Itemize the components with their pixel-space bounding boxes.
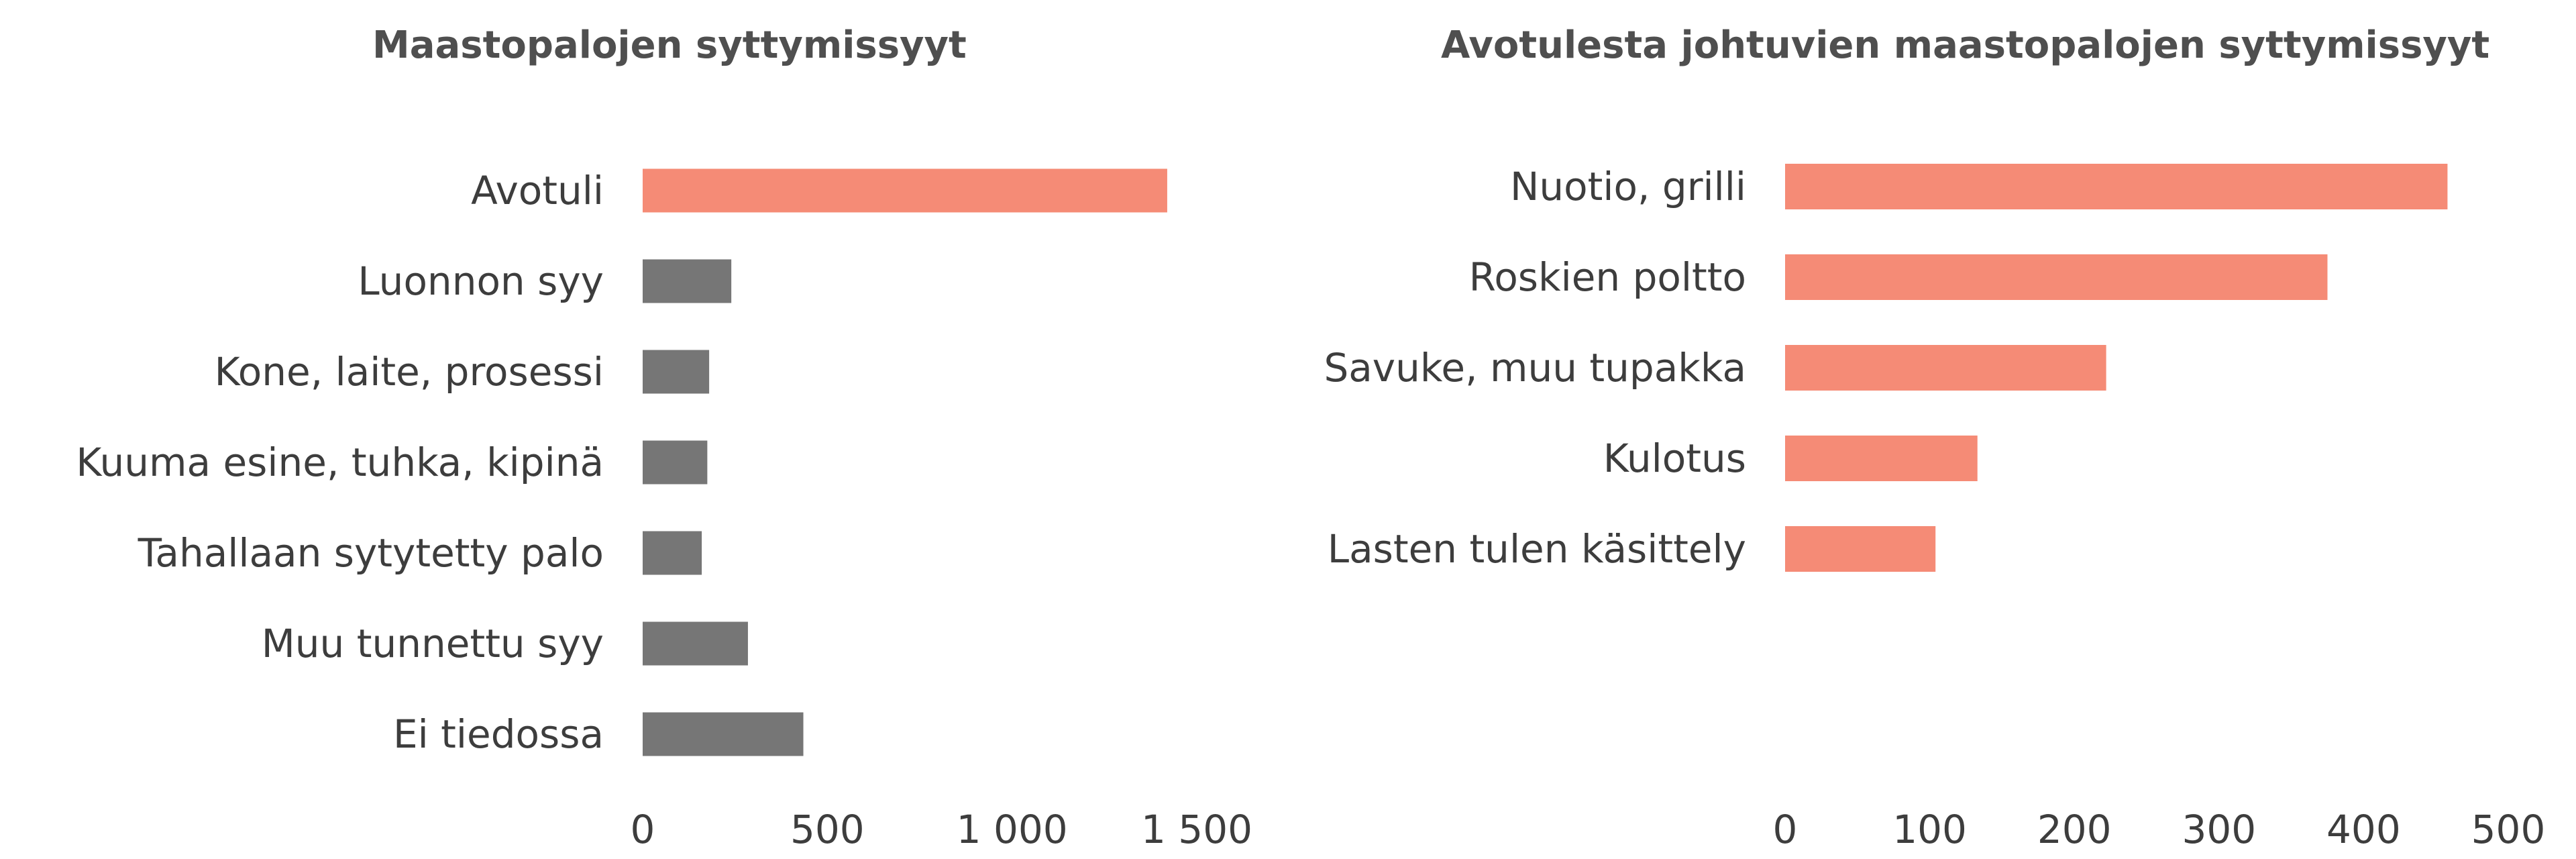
bar (1785, 345, 2106, 391)
x-tick-label: 400 (2326, 807, 2401, 852)
x-tick-label: 1 000 (957, 807, 1068, 852)
bar (1785, 254, 2328, 300)
category-label: Kulotus (1603, 436, 1746, 481)
x-tick-label: 100 (1892, 807, 1967, 852)
category-label: Luonnon syy (358, 258, 604, 304)
bar (643, 168, 1167, 213)
chart-causes-all: Maastopalojen syttymissyyt Avotuli Luonno… (76, 23, 1252, 852)
category-label: Avotuli (471, 168, 604, 213)
bar (643, 531, 702, 575)
x-tick-label: 200 (2037, 807, 2112, 852)
chart-causes-open-fire: Avotulesta johtuvien maastopalojen sytty… (1288, 0, 2576, 859)
chart-title: Avotulesta johtuvien maastopalojen sytty… (1441, 23, 2490, 67)
bar (643, 712, 804, 756)
category-label: Tahallaan sytytetty palo (138, 530, 604, 576)
x-tick-label: 0 (1773, 807, 1798, 852)
x-tick-label: 300 (2182, 807, 2256, 852)
x-tick-label: 1 500 (1141, 807, 1252, 852)
x-tick-label: 0 (631, 807, 655, 852)
category-label: Kuuma esine, tuhka, kipinä (76, 440, 604, 485)
chart-title: Maastopalojen syttymissyyt (372, 23, 967, 67)
category-label: Roskien poltto (1469, 254, 1746, 300)
category-label: Muu tunnettu syy (262, 621, 604, 666)
category-label: Ei tiedossa (393, 711, 604, 757)
category-label: Kone, laite, prosessi (215, 349, 604, 395)
bar (643, 259, 732, 303)
bar (643, 350, 710, 394)
x-tick-label: 500 (2471, 807, 2546, 852)
category-label: Savuke, muu tupakka (1324, 345, 1746, 391)
bar (643, 440, 708, 485)
category-label: Lasten tulen käsittely (1328, 526, 1746, 572)
bar (1785, 526, 1936, 572)
category-label: Nuotio, grilli (1510, 164, 1746, 209)
bar (643, 621, 748, 666)
x-tick-label: 500 (790, 807, 865, 852)
bar-chart-left: Avotuli Luonnon syy Kone, laite, prosessi… (76, 168, 1252, 852)
bar-chart-right: Nuotio, grilli Roskien poltto Savuke, muu … (1324, 164, 2546, 852)
bar (1785, 436, 1978, 481)
bar (1785, 164, 2448, 209)
